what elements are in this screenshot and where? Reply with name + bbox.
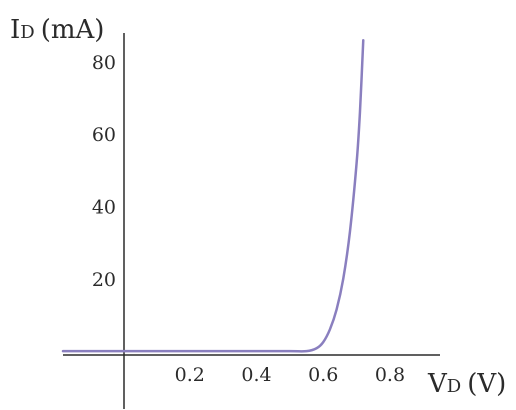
y-tick-labels: 20 40 60 80: [92, 52, 116, 291]
y-tick-label: 60: [92, 124, 116, 146]
x-tick-labels: 0.2 0.4 0.6 0.8: [175, 364, 405, 386]
x-axis-title-unit: (V): [467, 369, 506, 399]
y-tick-label: 20: [92, 269, 116, 291]
x-axis-title-main: V: [427, 369, 448, 399]
x-tick-label: 0.6: [308, 364, 338, 386]
series-line: [61, 38, 365, 353]
x-axis-title-sub: D: [447, 376, 461, 397]
y-axis-title-sub: D: [20, 22, 34, 43]
x-axis-title: VD (V): [427, 369, 506, 399]
y-tick-label: 80: [92, 52, 116, 74]
y-axis-title: ID (mA): [10, 15, 104, 45]
y-tick-label: 40: [92, 197, 116, 219]
x-tick-label: 0.8: [375, 364, 405, 386]
y-axis-title-unit: (mA): [41, 15, 105, 45]
y-axis-title-main: I: [10, 15, 20, 45]
x-tick-label: 0.2: [175, 364, 205, 386]
x-tick-label: 0.4: [241, 364, 271, 386]
